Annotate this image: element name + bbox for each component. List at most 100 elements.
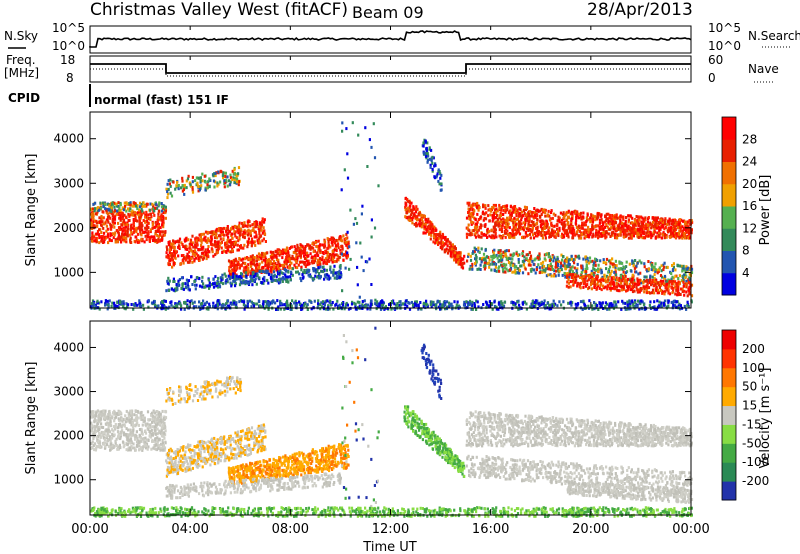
power-cell: [180, 254, 183, 258]
power-cell: [95, 240, 98, 244]
power-cell: [113, 205, 116, 209]
power-cell: [324, 257, 328, 261]
power-cell: [679, 227, 682, 231]
power-cell: [600, 226, 603, 230]
power-cell: [135, 226, 138, 230]
power-cell: [129, 207, 132, 211]
power-cell: [621, 224, 624, 228]
power-cell: [212, 254, 215, 258]
power-cell: [244, 271, 247, 275]
power-cell: [585, 260, 588, 264]
power-cell: [222, 237, 225, 241]
power-cell: [112, 216, 115, 220]
power-cell: [178, 278, 181, 281]
power-cell: [484, 248, 487, 252]
power-cell: [189, 242, 192, 246]
power-cell: [678, 229, 681, 233]
power-cell: [586, 218, 589, 221]
power-cell: [519, 264, 522, 268]
power-cell: [540, 262, 543, 266]
power-cell: [329, 238, 332, 241]
power-cell: [499, 254, 502, 258]
power-cell: [271, 262, 274, 266]
power-cell: [340, 188, 343, 192]
power-cell: [135, 204, 138, 208]
power-cell: [245, 269, 248, 273]
power-cell: [619, 220, 622, 224]
power-cell: [247, 223, 250, 227]
power-cell: [469, 258, 473, 262]
power-cell: [335, 238, 338, 242]
power-cell: [536, 225, 539, 229]
power-cell: [197, 176, 200, 180]
power-cell: [107, 220, 110, 224]
power-cell: [533, 224, 536, 228]
power-cell: [201, 275, 204, 279]
power-cell: [607, 270, 610, 274]
power-cell: [250, 275, 253, 279]
power-cell: [139, 209, 142, 213]
power-cell: [633, 223, 636, 227]
power-cell: [420, 221, 423, 225]
power-cell: [216, 236, 219, 240]
power-cell: [605, 257, 609, 261]
power-cell: [173, 287, 177, 291]
power-cell: [570, 219, 573, 223]
power-cell: [274, 250, 277, 254]
power-cell: [136, 207, 139, 211]
power-cell: [515, 218, 518, 222]
power-cell: [313, 257, 316, 260]
power-cell: [513, 210, 517, 214]
power-cell: [313, 254, 317, 258]
power-cell: [344, 250, 348, 254]
power-cell: [206, 183, 209, 187]
power-cell: [266, 261, 269, 264]
power-cell: [170, 254, 173, 258]
power-cell: [271, 275, 274, 279]
power-cell: [557, 269, 560, 272]
power-cell: [460, 265, 463, 269]
power-cell: [602, 223, 605, 227]
power-cell: [471, 262, 474, 266]
power-cell: [523, 212, 526, 215]
power-cell: [95, 212, 98, 216]
power-cell: [345, 241, 348, 245]
power-cell: [432, 156, 435, 160]
power-cell: [274, 262, 277, 265]
power-cell: [198, 233, 201, 237]
power-cell: [332, 271, 335, 274]
power-cell: [684, 267, 687, 271]
power-cell: [521, 236, 524, 239]
power-cell: [631, 216, 634, 220]
power-cell: [209, 179, 212, 182]
power-cell: [506, 218, 510, 222]
power-cell: [279, 280, 282, 284]
power-cell: [596, 224, 599, 228]
power-cell: [467, 214, 470, 218]
power-cell: [520, 222, 523, 226]
power-cell: [201, 247, 204, 251]
power-cell: [520, 218, 523, 222]
power-cell: [343, 253, 346, 257]
power-cell: [669, 228, 672, 232]
power-cell: [679, 293, 682, 296]
power-cell: [317, 263, 320, 267]
power-cell: [199, 238, 202, 242]
power-cell: [165, 251, 168, 255]
power-cell: [476, 205, 479, 209]
power-cell: [191, 283, 194, 286]
power-cell: [123, 236, 126, 239]
power-cell: [507, 261, 511, 264]
power-cell: [360, 212, 363, 216]
power-cell: [240, 264, 243, 268]
power-cell: [225, 241, 228, 245]
power-cell: [127, 212, 130, 216]
power-cell: [495, 211, 498, 214]
power-cell: [321, 251, 324, 254]
power-cell: [231, 282, 234, 286]
power-cell: [613, 215, 616, 219]
power-cell: [225, 250, 228, 254]
power-cell: [272, 278, 275, 282]
power-cell: [276, 265, 279, 269]
power-cell: [197, 257, 200, 261]
